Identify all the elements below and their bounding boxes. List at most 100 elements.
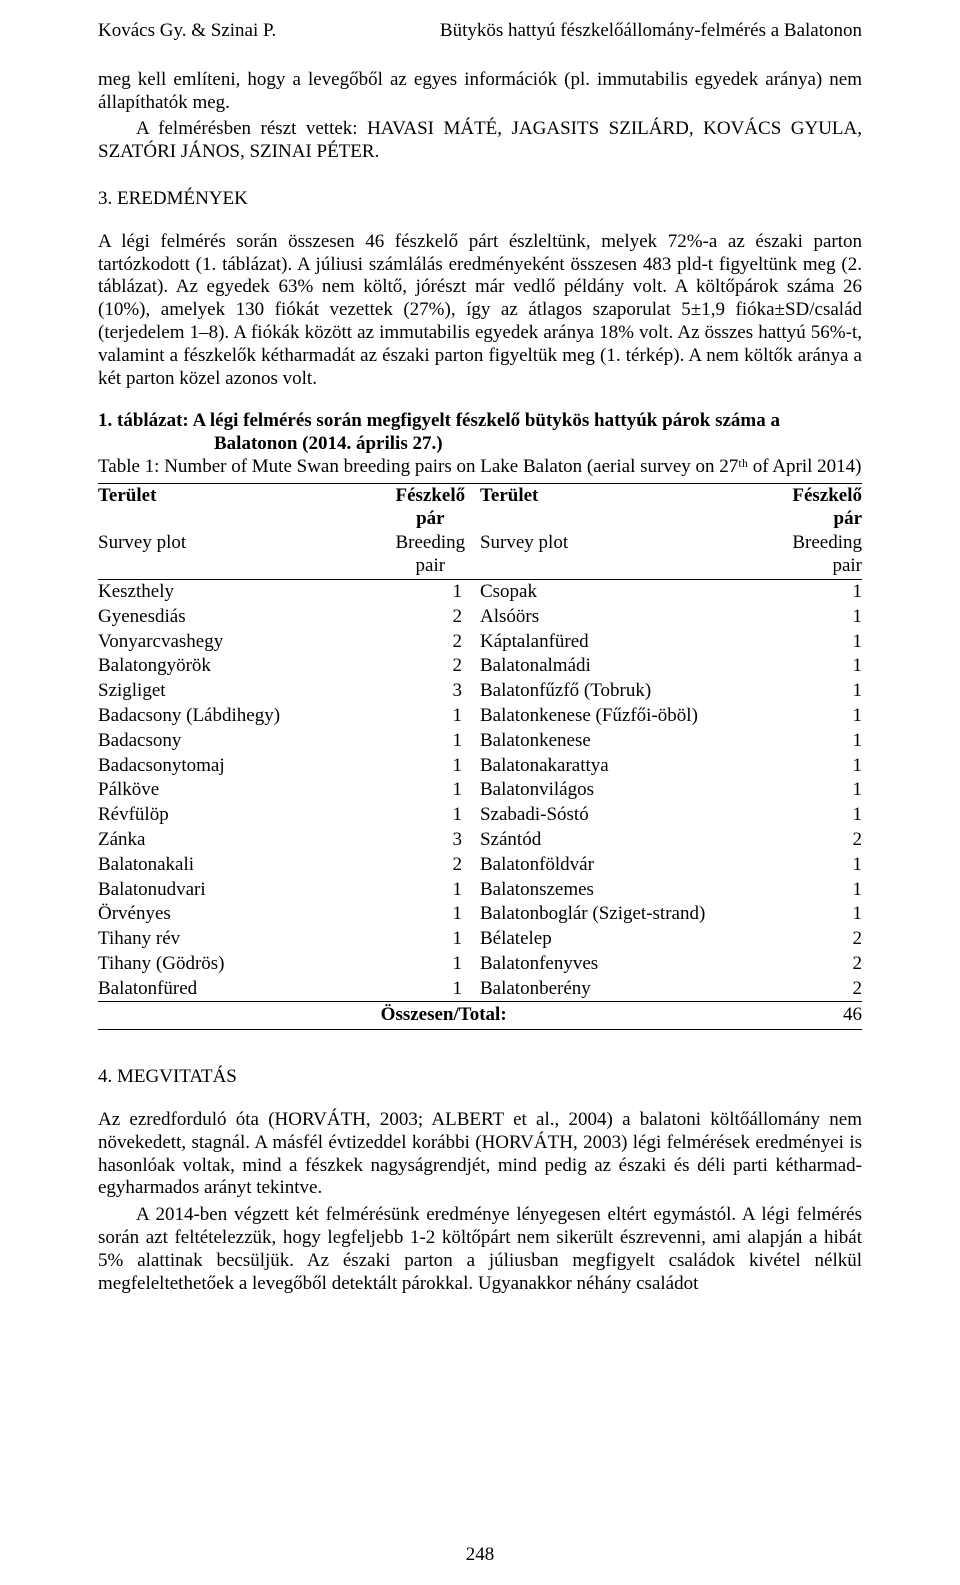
table-cell-value: 1 [381,754,480,779]
table1-subhead-area-left: Survey plot [98,531,381,579]
table-row: Balatonfüred1Balatonberény2 [98,977,862,1002]
table1-caption-hu-line2: Balatonon (2014. április 27.) [98,433,862,456]
table-cell-value: 1 [381,704,480,729]
table1-head-area-right: Terület [480,483,763,531]
section-heading-results: 3. EREDMÉNYEK [98,188,862,211]
table-cell-value: 2 [381,853,480,878]
table-cell-area: Balatonudvari [98,878,381,903]
table-cell-area: Szabadi-Sóstó [480,803,763,828]
table-cell-value: 1 [381,952,480,977]
paragraph-contributors: A felmérésben részt vettek: HAVASI MÁTÉ,… [98,118,862,164]
table-cell-value: 1 [763,853,862,878]
table-cell-value: 1 [763,654,862,679]
table-cell-area: Révfülöp [98,803,381,828]
table1-caption-hu-line1: 1. táblázat: A légi felmérés során megfi… [98,410,780,431]
table-row: Gyenesdiás2Alsóörs1 [98,605,862,630]
table-cell-area: Balatonboglár (Sziget-strand) [480,902,763,927]
table-cell-area: Szigliget [98,679,381,704]
table-row: Szigliget3Balatonfűzfő (Tobruk)1 [98,679,862,704]
table-cell-area: Balatonberény [480,977,763,1002]
table-cell-area: Balatonfüred [98,977,381,1002]
table-cell-area: Balatongyörök [98,654,381,679]
running-head-right: Bütykös hattyú fészkelőállomány-felmérés… [440,20,862,43]
table-cell-area: Badacsony (Lábdihegy) [98,704,381,729]
table-row: Örvényes1Balatonboglár (Sziget-strand)1 [98,902,862,927]
table-row: Vonyarcvashegy2Káptalanfüred1 [98,630,862,655]
table-row: Tihany rév1Bélatelep2 [98,927,862,952]
table1-total-value: 46 [763,1002,862,1030]
table-cell-value: 3 [381,679,480,704]
table-cell-area: Pálköve [98,778,381,803]
table-cell-value: 1 [763,579,862,604]
paragraph-results: A légi felmérés során összesen 46 fészke… [98,231,862,391]
table-row: Révfülöp1Szabadi-Sóstó1 [98,803,862,828]
table1-head-pair-right: Fészkelő pár [763,483,862,531]
table-cell-area: Bélatelep [480,927,763,952]
paragraph-discussion-2: A 2014-ben végzett két felmérésünk eredm… [98,1204,862,1295]
table-cell-value: 1 [763,605,862,630]
table1-caption-hu: 1. táblázat: A légi felmérés során megfi… [98,410,862,456]
table-cell-area: Balatonalmádi [480,654,763,679]
table-cell-value: 1 [381,902,480,927]
table-cell-value: 2 [381,654,480,679]
table1-total-label: Összesen/Total: [381,1004,507,1025]
table-cell-value: 2 [381,605,480,630]
table-cell-area: Balatonföldvár [480,853,763,878]
table-cell-value: 1 [381,778,480,803]
table-cell-value: 1 [763,704,862,729]
table-row: Tihany (Gödrös)1Balatonfenyves2 [98,952,862,977]
running-head-left: Kovács Gy. & Szinai P. [98,20,276,43]
table-cell-area: Zánka [98,828,381,853]
table-cell-value: 3 [381,828,480,853]
table-cell-area: Tihany rév [98,927,381,952]
table1-head-area-left: Terület [98,483,381,531]
table-cell-area: Balatonakali [98,853,381,878]
table-cell-area: Tihany (Gödrös) [98,952,381,977]
table-cell-value: 2 [763,977,862,1002]
table-cell-value: 1 [763,679,862,704]
table-cell-area: Balatonkenese [480,729,763,754]
table-cell-area: Szántód [480,828,763,853]
table-cell-value: 1 [381,729,480,754]
table-cell-value: 1 [381,977,480,1002]
table-cell-area: Káptalanfüred [480,630,763,655]
table-cell-value: 2 [381,630,480,655]
table-cell-area: Alsóörs [480,605,763,630]
table-cell-area: Balatonvilágos [480,778,763,803]
table-row: Pálköve1Balatonvilágos1 [98,778,862,803]
table-cell-value: 1 [381,579,480,604]
table-cell-area: Örvényes [98,902,381,927]
table1-head-pair-left: Fészkelő pár [381,483,480,531]
page-number: 248 [0,1544,960,1567]
table-cell-area: Balatonkenese (Fűzfői-öböl) [480,704,763,729]
table-cell-area: Vonyarcvashegy [98,630,381,655]
table-row: Zánka3Szántód2 [98,828,862,853]
table1: Terület Fészkelő pár Terület Fészkelő pá… [98,483,862,1031]
table-cell-area: Gyenesdiás [98,605,381,630]
table-cell-area: Badacsony [98,729,381,754]
table-cell-value: 1 [763,778,862,803]
table-cell-value: 1 [763,878,862,903]
running-head: Kovács Gy. & Szinai P. Bütykös hattyú fé… [98,20,862,43]
table-row: Balatonakali2Balatonföldvár1 [98,853,862,878]
section-heading-discussion: 4. MEGVITATÁS [98,1066,862,1089]
paragraph-discussion-1: Az ezredforduló óta (HORVÁTH, 2003; ALBE… [98,1109,862,1200]
table-cell-area: Balatonfenyves [480,952,763,977]
table-cell-area: Balatonfűzfő (Tobruk) [480,679,763,704]
paragraph-continuation: meg kell említeni, hogy a levegőből az e… [98,69,862,115]
table-cell-area: Balatonakarattya [480,754,763,779]
table-row: Badacsony (Lábdihegy)1Balatonkenese (Fűz… [98,704,862,729]
table1-subhead-pair-right: Breeding pair [763,531,862,579]
table1-caption-en: Table 1: Number of Mute Swan breeding pa… [98,456,862,479]
table-cell-area: Keszthely [98,579,381,604]
table-cell-area: Balatonszemes [480,878,763,903]
table-cell-value: 1 [381,803,480,828]
table-cell-value: 1 [381,927,480,952]
table-cell-value: 2 [763,927,862,952]
table-cell-value: 1 [763,803,862,828]
table-cell-value: 1 [763,754,862,779]
table-row: Balatongyörök2Balatonalmádi1 [98,654,862,679]
table1-caption-block: 1. táblázat: A légi felmérés során megfi… [98,410,862,478]
table1-subhead-pair-left: Breeding pair [381,531,480,579]
table-cell-value: 1 [763,630,862,655]
